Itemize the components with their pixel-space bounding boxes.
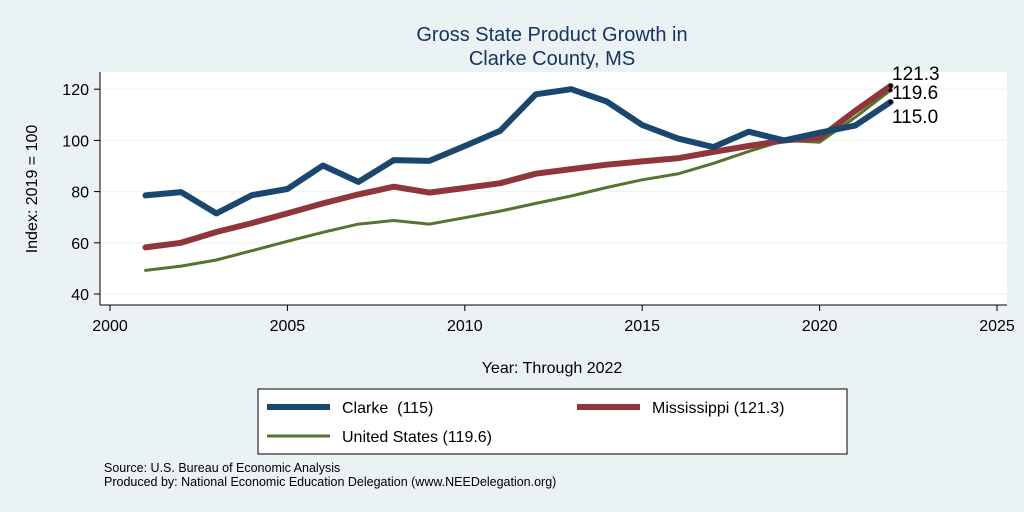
axes: 40 60 80 100 120 2000 2005 2010 2015 2020 2025 — [62, 72, 1015, 335]
grid-lines — [100, 88, 1007, 295]
legend-label-united-states: United States (119.6) — [342, 429, 492, 446]
x-tick-label: 2025 — [979, 318, 1015, 335]
y-tick-label: 120 — [62, 82, 89, 99]
end-label-mississippi: 121.3 — [892, 64, 940, 85]
legend-label-clarke: Clarke (115) — [342, 400, 433, 417]
producer-note: Produced by: National Economic Education… — [104, 475, 557, 489]
y-tick-label: 80 — [71, 185, 89, 202]
series-layer — [142, 82, 894, 272]
legend-box — [257, 388, 848, 455]
x-tick-label: 2015 — [624, 318, 660, 335]
end-label-united-states: 119.6 — [892, 83, 938, 104]
x-tick-label: 2010 — [447, 318, 483, 335]
x-tick-label: 2000 — [92, 318, 128, 335]
chart-subtitle: Clarke County, MS — [469, 48, 635, 70]
series-line-mississippi — [142, 82, 894, 251]
end-label-clarke: 115.0 — [892, 107, 938, 128]
end-marker-clarke — [888, 100, 893, 104]
legend-label-mississippi: Mississippi (121.3) — [652, 400, 784, 417]
y-tick-label: 60 — [71, 236, 89, 253]
y-axis-label: Index: 2019 = 100 — [24, 125, 41, 254]
series-line-clarke — [142, 86, 894, 217]
end-marker-mississippi — [888, 83, 893, 88]
source-note: Source: U.S. Bureau of Economic Analysis — [104, 461, 341, 475]
x-tick-label: 2020 — [802, 318, 838, 335]
legend: Clarke (115) Mississippi (121.3) United … — [257, 388, 848, 455]
x-axis-label: Year: Through 2022 — [482, 360, 623, 377]
x-tick-label: 2005 — [270, 318, 306, 335]
y-tick-label: 40 — [71, 287, 89, 304]
y-tick-label: 100 — [62, 133, 89, 150]
chart-svg: 40 60 80 100 120 2000 2005 2010 2015 2020 2025 115… — [24, 24, 1015, 455]
chart-title: Gross State Product Growth in — [416, 24, 687, 46]
end-marker-united-states — [888, 88, 893, 93]
